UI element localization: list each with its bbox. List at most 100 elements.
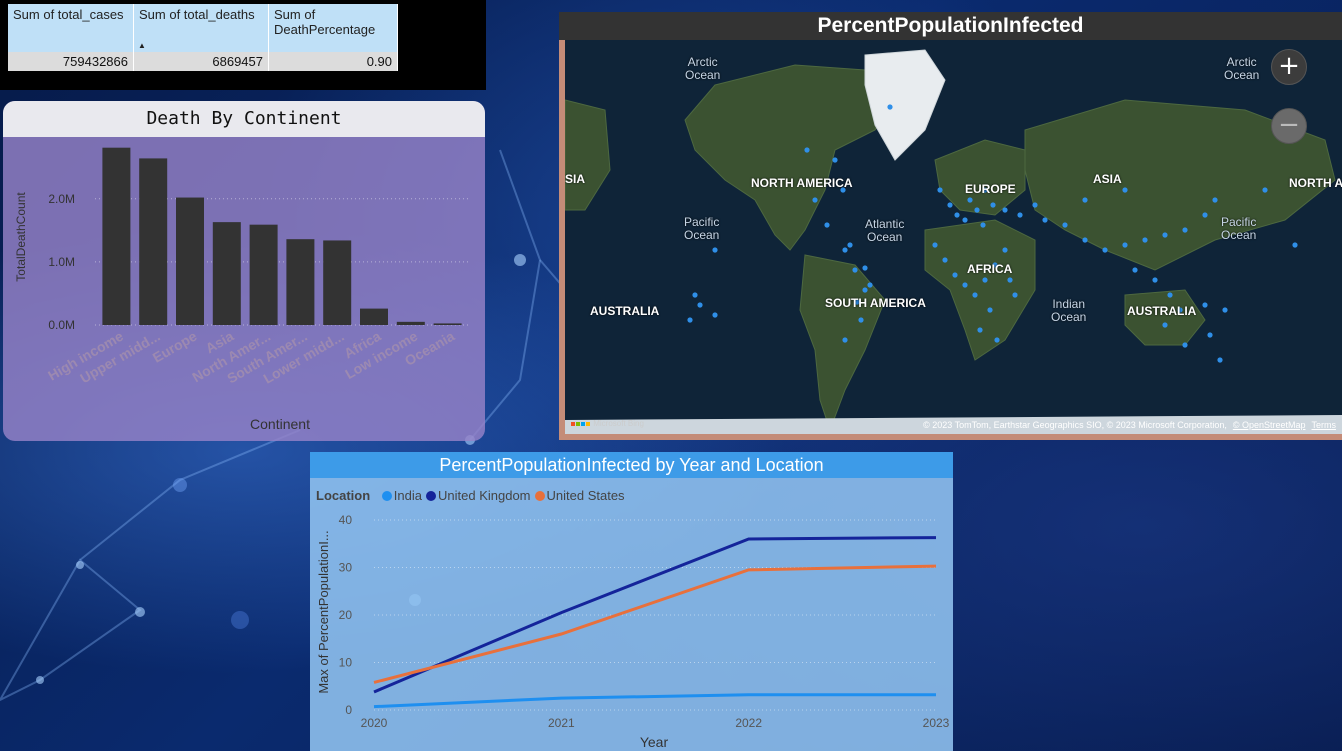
map-data-point[interactable]	[1032, 202, 1038, 208]
map-data-point[interactable]	[858, 317, 864, 323]
map-data-point[interactable]	[947, 202, 953, 208]
map-data-point[interactable]	[1202, 212, 1208, 218]
map-data-point[interactable]	[1202, 302, 1208, 308]
map-data-point[interactable]	[840, 187, 846, 193]
map-data-point[interactable]	[697, 302, 703, 308]
map-data-point[interactable]	[1082, 197, 1088, 203]
bar-6[interactable]	[323, 240, 352, 325]
legend-item[interactable]: United Kingdom	[422, 488, 531, 503]
map-data-point[interactable]	[1142, 237, 1148, 243]
map-data-point[interactable]	[1207, 332, 1213, 338]
map-data-point[interactable]	[1182, 227, 1188, 233]
map-data-point[interactable]	[854, 299, 860, 305]
map-data-point[interactable]	[962, 217, 968, 223]
map-data-point[interactable]	[867, 282, 873, 288]
sort-ascending-icon[interactable]: ▲	[138, 41, 146, 50]
map-data-point[interactable]	[1042, 217, 1048, 223]
map-data-point[interactable]	[1012, 292, 1018, 298]
map-data-point[interactable]	[1162, 322, 1168, 328]
map-data-point[interactable]	[1217, 357, 1223, 363]
kpi-header-total-deaths[interactable]: Sum of total_deaths ▲	[133, 4, 269, 52]
map-data-point[interactable]	[1132, 267, 1138, 273]
map-data-point[interactable]	[862, 287, 868, 293]
bar-2[interactable]	[176, 197, 204, 325]
map-data-point[interactable]	[852, 267, 858, 273]
map-data-point[interactable]	[824, 222, 830, 228]
map-data-point[interactable]	[692, 292, 698, 298]
legend-item[interactable]: United States	[531, 488, 625, 503]
map-data-point[interactable]	[977, 327, 983, 333]
map-data-point[interactable]	[992, 262, 998, 268]
bar-5[interactable]	[286, 239, 315, 325]
map-data-point[interactable]	[832, 157, 838, 163]
map-data-point[interactable]	[982, 187, 988, 193]
map-data-point[interactable]	[982, 277, 988, 283]
map-data-point[interactable]	[712, 247, 718, 253]
world-map[interactable]	[565, 40, 1342, 434]
map-data-point[interactable]	[1177, 307, 1183, 313]
map-data-point[interactable]	[887, 104, 893, 110]
map-data-point[interactable]	[1292, 242, 1298, 248]
map-data-point[interactable]	[1122, 187, 1128, 193]
map-data-point[interactable]	[1212, 197, 1218, 203]
map-data-point[interactable]	[1122, 242, 1128, 248]
map-data-point[interactable]	[962, 282, 968, 288]
map-data-point[interactable]	[990, 202, 996, 208]
map-data-point[interactable]	[937, 187, 943, 193]
map-data-point[interactable]	[967, 197, 973, 203]
line-series-2[interactable]	[373, 564, 937, 684]
map-data-point[interactable]	[942, 257, 948, 263]
map-data-point[interactable]	[1002, 207, 1008, 213]
bar-0[interactable]	[102, 147, 131, 325]
map-data-point[interactable]	[842, 247, 848, 253]
zoom-in-button[interactable]: +	[1271, 49, 1307, 85]
bar-9[interactable]	[433, 323, 462, 325]
infected-by-year-location-chart[interactable]: 0 10 20 30 40 2020 2021 2022 2023 Year Max of Perc…	[310, 452, 953, 751]
map-data-point[interactable]	[980, 222, 986, 228]
map-data-point[interactable]	[1082, 237, 1088, 243]
percent-population-infected-map-card[interactable]: PercentPopulationInfected	[559, 12, 1342, 440]
death-by-continent-card[interactable]: Death By Continent 0.0M 1.0M 2.0M High inco…	[3, 101, 485, 441]
map-data-point[interactable]	[932, 242, 938, 248]
map-data-point[interactable]	[1182, 342, 1188, 348]
map-data-point[interactable]	[1007, 277, 1013, 283]
infected-by-year-location-card[interactable]: PercentPopulationInfected by Year and Lo…	[310, 452, 953, 751]
terms-link[interactable]: Terms	[1311, 420, 1337, 430]
map-data-point[interactable]	[974, 207, 980, 213]
bar-1[interactable]	[139, 158, 168, 325]
openstreetmap-link[interactable]: © OpenStreetMap	[1232, 420, 1306, 430]
map-data-point[interactable]	[952, 272, 958, 278]
map-data-point[interactable]	[1062, 222, 1068, 228]
line-series-1[interactable]	[373, 536, 937, 694]
map-data-point[interactable]	[1152, 277, 1158, 283]
bar-7[interactable]	[360, 308, 388, 325]
map-data-point[interactable]	[712, 312, 718, 318]
bar-4[interactable]	[249, 224, 278, 325]
map-data-point[interactable]	[842, 337, 848, 343]
map-data-point[interactable]	[687, 317, 693, 323]
map-data-point[interactable]	[994, 337, 1000, 343]
legend-item[interactable]: India	[378, 488, 422, 503]
map-data-point[interactable]	[812, 197, 818, 203]
map-data-point[interactable]	[987, 307, 993, 313]
map-data-point[interactable]	[1222, 307, 1228, 313]
bar-3[interactable]	[212, 222, 241, 325]
map-data-point[interactable]	[972, 292, 978, 298]
map-data-point[interactable]	[1002, 247, 1008, 253]
kpi-header-death-percentage[interactable]: Sum of DeathPercentage	[268, 4, 398, 52]
map-data-point[interactable]	[954, 212, 960, 218]
zoom-out-button[interactable]: −	[1271, 108, 1307, 144]
map-data-point[interactable]	[1017, 212, 1023, 218]
map-data-point[interactable]	[804, 147, 810, 153]
kpi-header-total-cases[interactable]: Sum of total_cases	[8, 4, 134, 52]
map-data-point[interactable]	[1262, 187, 1268, 193]
line-series-0[interactable]	[373, 693, 936, 709]
map-data-point[interactable]	[1162, 232, 1168, 238]
map-data-point[interactable]	[862, 265, 868, 271]
map-data-point[interactable]	[1102, 247, 1108, 253]
map-view[interactable]: NORTH AMERICA EUROPE ASIA SOUTH AMERICA …	[565, 40, 1342, 434]
map-data-point[interactable]	[1167, 292, 1173, 298]
map-data-point[interactable]	[847, 242, 853, 248]
bar-8[interactable]	[396, 321, 425, 325]
